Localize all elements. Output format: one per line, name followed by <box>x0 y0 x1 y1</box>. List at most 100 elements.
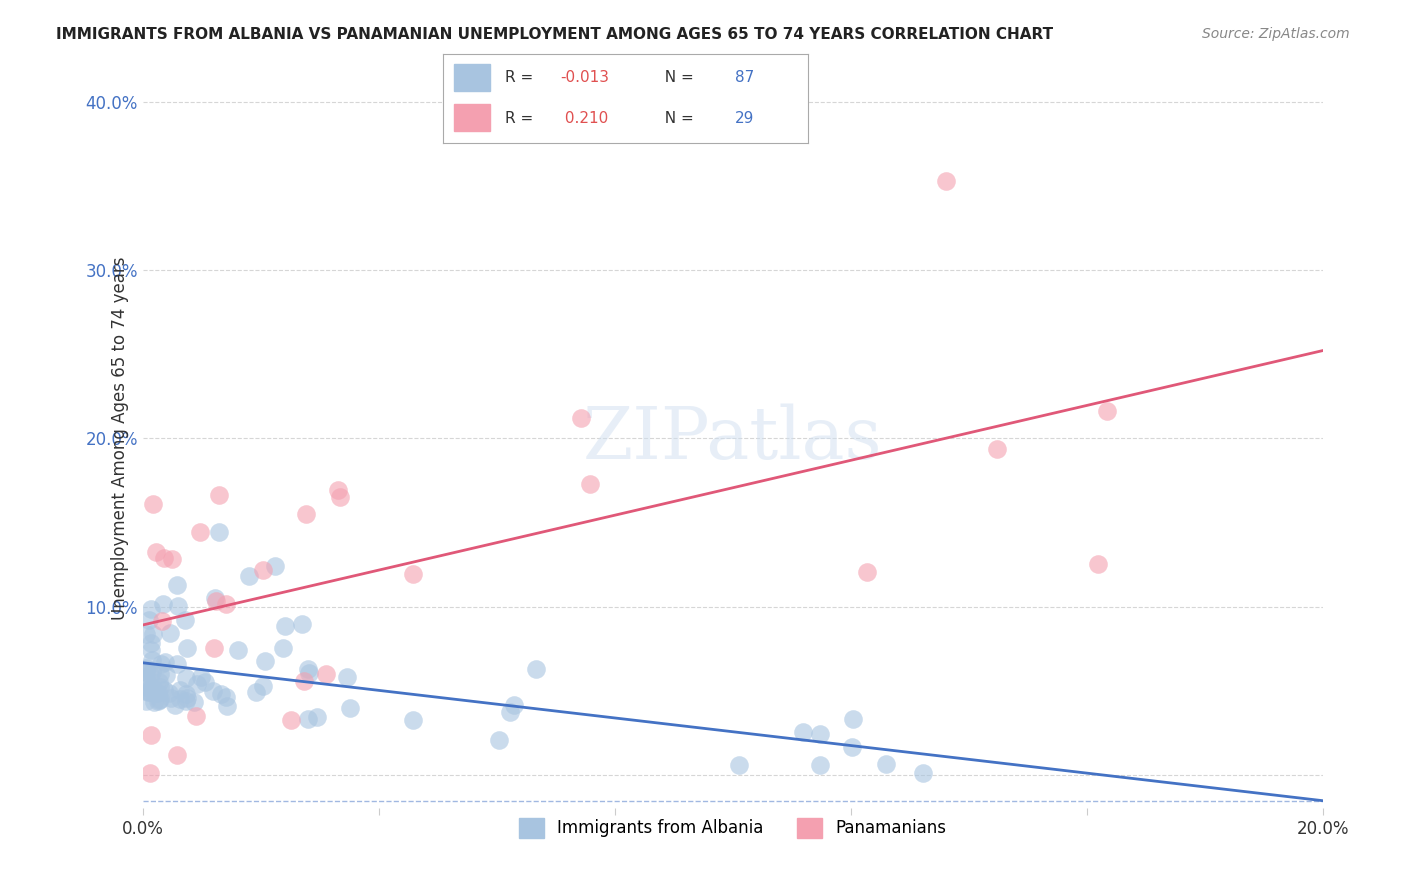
Text: 87: 87 <box>735 70 755 85</box>
Point <box>135 627 157 641</box>
Point <box>166 748 188 763</box>
Point <box>136 684 159 698</box>
Text: ZIPatlas: ZIPatlas <box>583 403 883 474</box>
Point <box>488 733 510 747</box>
Point <box>336 670 359 684</box>
Point <box>986 442 1008 456</box>
Point <box>307 710 329 724</box>
Point <box>139 636 162 650</box>
Point <box>808 726 831 740</box>
Point <box>141 665 163 680</box>
Point <box>792 725 814 739</box>
Point <box>271 640 294 655</box>
Point <box>184 708 207 723</box>
Point <box>142 626 165 640</box>
Point <box>148 674 170 689</box>
Point <box>152 597 174 611</box>
Point <box>274 618 297 632</box>
Point <box>326 483 349 497</box>
Point <box>402 567 425 582</box>
Point <box>149 667 172 681</box>
Point <box>145 544 167 558</box>
Point <box>163 698 186 713</box>
Point <box>135 661 157 675</box>
Point <box>339 701 361 715</box>
Point <box>579 477 602 491</box>
Point <box>146 694 169 708</box>
Point <box>142 681 165 696</box>
Text: N =: N = <box>655 112 699 126</box>
Point <box>138 613 160 627</box>
Point <box>280 714 302 728</box>
Point <box>297 662 319 676</box>
Text: 29: 29 <box>735 112 755 126</box>
Point <box>174 694 197 708</box>
Point <box>727 758 749 772</box>
Legend: Immigrants from Albania, Panamanians: Immigrants from Albania, Panamanians <box>512 811 953 845</box>
Point <box>808 758 831 772</box>
Point <box>146 686 169 700</box>
Point <box>245 684 267 698</box>
Point <box>291 617 314 632</box>
Point <box>141 602 163 616</box>
Point <box>166 657 188 671</box>
Point <box>297 712 319 726</box>
Point <box>149 680 172 694</box>
Point <box>135 672 157 686</box>
Point <box>215 597 238 611</box>
Point <box>1087 558 1109 572</box>
Point <box>139 685 162 699</box>
Point <box>190 670 212 684</box>
Point <box>176 640 198 655</box>
Point <box>153 655 176 669</box>
Point <box>149 692 172 706</box>
Point <box>169 692 191 706</box>
Point <box>166 578 188 592</box>
Point <box>402 713 425 727</box>
Point <box>841 740 863 755</box>
Point <box>142 497 165 511</box>
Point <box>183 695 205 709</box>
Point <box>499 705 522 719</box>
Point <box>315 667 337 681</box>
Point <box>252 679 274 693</box>
Point <box>215 699 238 714</box>
Point <box>524 662 547 676</box>
Point <box>204 591 226 606</box>
Point <box>174 688 197 702</box>
Point <box>295 508 318 522</box>
Point <box>150 614 173 628</box>
Point <box>159 626 181 640</box>
Text: R =: R = <box>505 70 538 85</box>
Point <box>135 694 157 708</box>
Point <box>209 687 232 701</box>
Point <box>157 686 180 700</box>
Point <box>202 641 225 656</box>
Point <box>169 682 191 697</box>
Point <box>135 683 157 698</box>
Point <box>139 667 162 681</box>
Point <box>935 174 957 188</box>
Point <box>253 654 276 668</box>
Point <box>139 643 162 657</box>
Point <box>148 693 170 707</box>
Point <box>150 657 173 672</box>
Point <box>155 668 177 682</box>
Point <box>208 488 231 502</box>
Point <box>194 674 217 689</box>
Point <box>188 525 211 540</box>
Point <box>174 613 197 627</box>
Point <box>215 690 238 705</box>
Point <box>135 663 157 677</box>
Point <box>292 674 315 689</box>
Point <box>226 643 249 657</box>
Point <box>329 490 352 504</box>
Point <box>136 681 159 695</box>
Point <box>153 682 176 697</box>
Point <box>298 665 321 680</box>
Point <box>174 671 197 685</box>
Y-axis label: Unemployment Among Ages 65 to 74 years: Unemployment Among Ages 65 to 74 years <box>111 257 129 620</box>
Point <box>842 712 865 726</box>
Point <box>176 691 198 706</box>
Point <box>208 524 231 539</box>
